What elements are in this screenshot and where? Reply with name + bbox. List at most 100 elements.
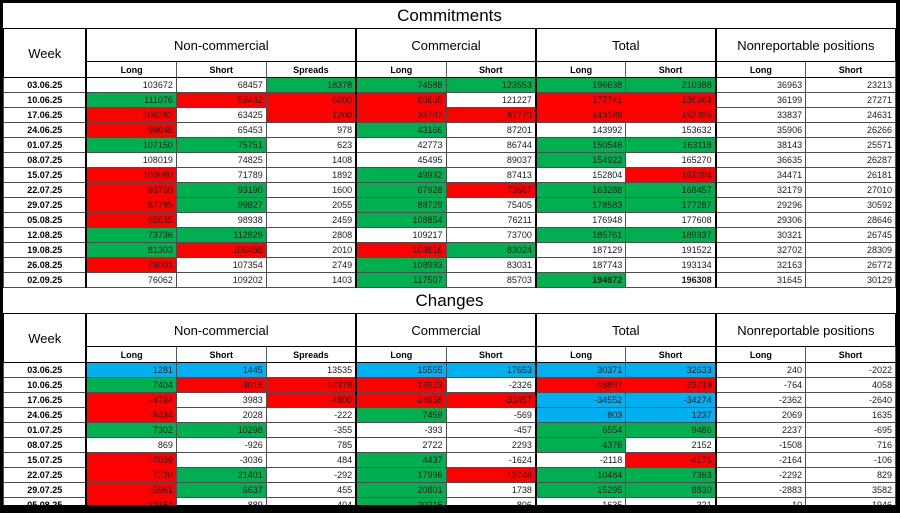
table-row: 15.07.25 100980 71789 1892 49932 87413 152804 1… xyxy=(3,167,896,183)
value-cell: -393 xyxy=(355,422,447,438)
value-cell: 73667 xyxy=(445,182,537,198)
value-cell: 86744 xyxy=(445,137,537,153)
value-cell: 152804 xyxy=(534,167,627,183)
commitments-col-header-0-short: Short xyxy=(175,61,267,78)
value-cell: -33457 xyxy=(445,392,537,408)
value-cell: 29306 xyxy=(714,212,807,228)
value-cell: -13923 xyxy=(355,377,447,393)
value-cell: -106 xyxy=(805,452,896,468)
value-cell: -6434 xyxy=(85,407,177,423)
value-cell: 30371 xyxy=(534,362,627,378)
week-cell: 01.07.25 xyxy=(3,422,87,438)
commitments-group-header-1: Commercial xyxy=(355,28,537,62)
week-cell: 10.06.25 xyxy=(3,377,87,393)
value-cell: 143189 xyxy=(534,107,627,123)
commitments-week-header: Week xyxy=(3,28,87,78)
week-cell: 03.06.25 xyxy=(3,362,87,378)
value-cell: 38143 xyxy=(714,137,807,153)
value-cell: 76001 xyxy=(85,257,177,273)
value-cell: 7404 xyxy=(85,377,177,393)
value-cell: 6554 xyxy=(534,422,627,438)
value-cell: 210388 xyxy=(625,77,717,93)
value-cell: 189337 xyxy=(625,227,717,243)
value-cell: -926 xyxy=(175,437,267,453)
commitments-col-header-3-short: Short xyxy=(805,61,896,78)
value-cell: 803 xyxy=(534,407,627,423)
value-cell: 60665 xyxy=(355,92,447,108)
value-cell: 4376 xyxy=(534,437,627,453)
week-cell: 26.08.25 xyxy=(3,257,87,273)
value-cell: 26772 xyxy=(805,257,896,273)
value-cell: 75751 xyxy=(175,137,267,153)
value-cell: 68457 xyxy=(175,77,267,93)
commitments-section-title: Commitments xyxy=(3,3,896,29)
value-cell: 112829 xyxy=(175,227,267,243)
value-cell: 1408 xyxy=(265,152,357,168)
value-cell: 23213 xyxy=(805,77,896,93)
week-cell: 17.06.25 xyxy=(3,107,87,123)
value-cell: 18378 xyxy=(265,77,357,93)
table-row: 22.07.25 -7220 21401 -292 17996 -13746 10484 73… xyxy=(3,467,896,483)
value-cell: -2883 xyxy=(714,482,807,498)
value-cell: 321 xyxy=(625,497,717,505)
value-cell: 154922 xyxy=(534,152,627,168)
value-cell: -2022 xyxy=(805,362,896,378)
value-cell: 4058 xyxy=(805,377,896,393)
value-cell: -1635 xyxy=(534,497,627,505)
value-cell: -12378 xyxy=(265,377,357,393)
value-cell: 109217 xyxy=(355,227,447,243)
value-cell: -2640 xyxy=(805,392,896,408)
value-cell: 1600 xyxy=(265,182,357,198)
week-cell: 24.06.25 xyxy=(3,407,87,423)
commitments-group-header-2: Total xyxy=(534,28,717,62)
value-cell: 49932 xyxy=(355,167,447,183)
value-cell: 59442 xyxy=(175,92,267,108)
value-cell: 17653 xyxy=(445,362,537,378)
value-cell: 121227 xyxy=(445,92,537,108)
value-cell: 31645 xyxy=(714,272,807,288)
commitments-table: Commitments Week Non-commercial Commercial T… xyxy=(3,3,896,288)
value-cell: 163288 xyxy=(534,182,627,198)
value-cell: 2293 xyxy=(445,437,537,453)
week-cell: 22.07.25 xyxy=(3,467,87,483)
value-cell: 4437 xyxy=(355,452,447,468)
value-cell: -4800 xyxy=(265,392,357,408)
value-cell: -222 xyxy=(265,407,357,423)
table-row: 10.06.25 111076 59442 6000 60665 121227 177741… xyxy=(3,92,896,108)
value-cell: 106488 xyxy=(175,242,267,258)
value-cell: 30129 xyxy=(805,272,896,288)
changes-col-header-1-short: Short xyxy=(445,346,537,363)
value-cell: 163118 xyxy=(625,137,717,153)
value-cell: 176948 xyxy=(534,212,627,228)
value-cell: 191522 xyxy=(625,242,717,258)
value-cell: 108993 xyxy=(355,257,447,273)
value-cell: -23719 xyxy=(625,377,717,393)
value-cell: -1508 xyxy=(714,437,807,453)
week-cell: 29.07.25 xyxy=(3,197,87,213)
value-cell: -569 xyxy=(445,407,537,423)
value-cell: 13535 xyxy=(265,362,357,378)
value-cell: 7363 xyxy=(625,467,717,483)
value-cell: 143992 xyxy=(534,122,627,138)
value-cell: 88729 xyxy=(355,197,447,213)
value-cell: 87201 xyxy=(445,122,537,138)
value-cell: 2028 xyxy=(175,407,267,423)
value-cell: -889 xyxy=(175,497,267,505)
value-cell: 100980 xyxy=(85,167,177,183)
value-cell: 2237 xyxy=(714,422,807,438)
week-cell: 29.07.25 xyxy=(3,482,87,498)
week-cell: 19.08.25 xyxy=(3,242,87,258)
value-cell: 178583 xyxy=(534,197,627,213)
value-cell: -9015 xyxy=(175,377,267,393)
commitments-col-header-3-long: Long xyxy=(714,61,807,78)
table-row: 01.07.25 7302 10298 -355 -393 -457 6554 9486 223… xyxy=(3,422,896,438)
value-cell: -764 xyxy=(714,377,807,393)
value-cell: 2069 xyxy=(714,407,807,423)
value-cell: 28309 xyxy=(805,242,896,258)
value-cell: 24631 xyxy=(805,107,896,123)
week-cell: 05.08.25 xyxy=(3,212,87,228)
table-row: 12.08.25 73736 112829 2808 109217 73700 185761… xyxy=(3,227,896,243)
value-cell: -2292 xyxy=(714,467,807,483)
changes-col-header-2-long: Long xyxy=(534,346,627,363)
value-cell: 193134 xyxy=(625,257,717,273)
